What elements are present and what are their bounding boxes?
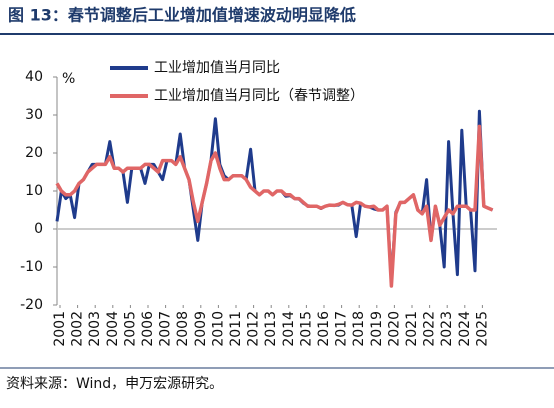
x-tick-label: 2019 <box>369 311 385 347</box>
legend-label: 工业增加值当月同比（春节调整） <box>154 88 364 104</box>
x-tick-label: 2022 <box>422 311 438 347</box>
y-tick-label: 40 <box>25 69 43 85</box>
source: 资料来源：Wind，申万宏源研究。 <box>6 376 223 392</box>
x-tick-label: 2008 <box>175 311 191 347</box>
x-tick-label: 2024 <box>457 311 473 347</box>
x-tick-label: 2021 <box>404 311 420 347</box>
x-tick-label: 2017 <box>334 311 350 347</box>
y-tick-label: 10 <box>25 183 43 199</box>
x-tick-label: 2025 <box>474 311 490 347</box>
series-line <box>55 109 494 282</box>
x-tick-label: 2007 <box>158 311 174 347</box>
x-tick-label: 2023 <box>439 311 455 347</box>
x-tick-label: 2018 <box>351 311 367 347</box>
x-tick-label: 2001 <box>52 311 68 347</box>
x-tick-label: 2004 <box>105 311 121 347</box>
y-tick-label: -10 <box>20 259 43 275</box>
x-tick-label: 2005 <box>122 311 138 347</box>
x-tick-label: 2002 <box>70 311 86 347</box>
y-tick-label: 20 <box>25 145 43 161</box>
x-tick-label: 2006 <box>140 311 156 347</box>
x-tick-label: 2016 <box>316 311 332 347</box>
chart-title: 图 13：春节调整后工业增加值增速波动明显降低 <box>8 6 356 25</box>
x-tick-label: 2003 <box>87 311 103 347</box>
legend-label: 工业增加值当月同比 <box>154 60 280 76</box>
x-tick-label: 2013 <box>263 311 279 347</box>
x-tick-label: 2015 <box>298 311 314 347</box>
x-tick-label: 2010 <box>210 311 226 347</box>
x-tick-label: 2020 <box>386 311 402 347</box>
series-line <box>55 124 494 288</box>
x-tick-label: 2012 <box>246 311 262 347</box>
y-tick-label: -20 <box>20 297 43 313</box>
y-tick-label: 0 <box>34 221 43 237</box>
x-tick-label: 2014 <box>281 311 297 347</box>
x-tick-label: 2009 <box>193 311 209 347</box>
x-tick-label: 2011 <box>228 311 244 347</box>
y-tick-label: 30 <box>25 107 43 123</box>
y-unit: % <box>62 71 75 87</box>
